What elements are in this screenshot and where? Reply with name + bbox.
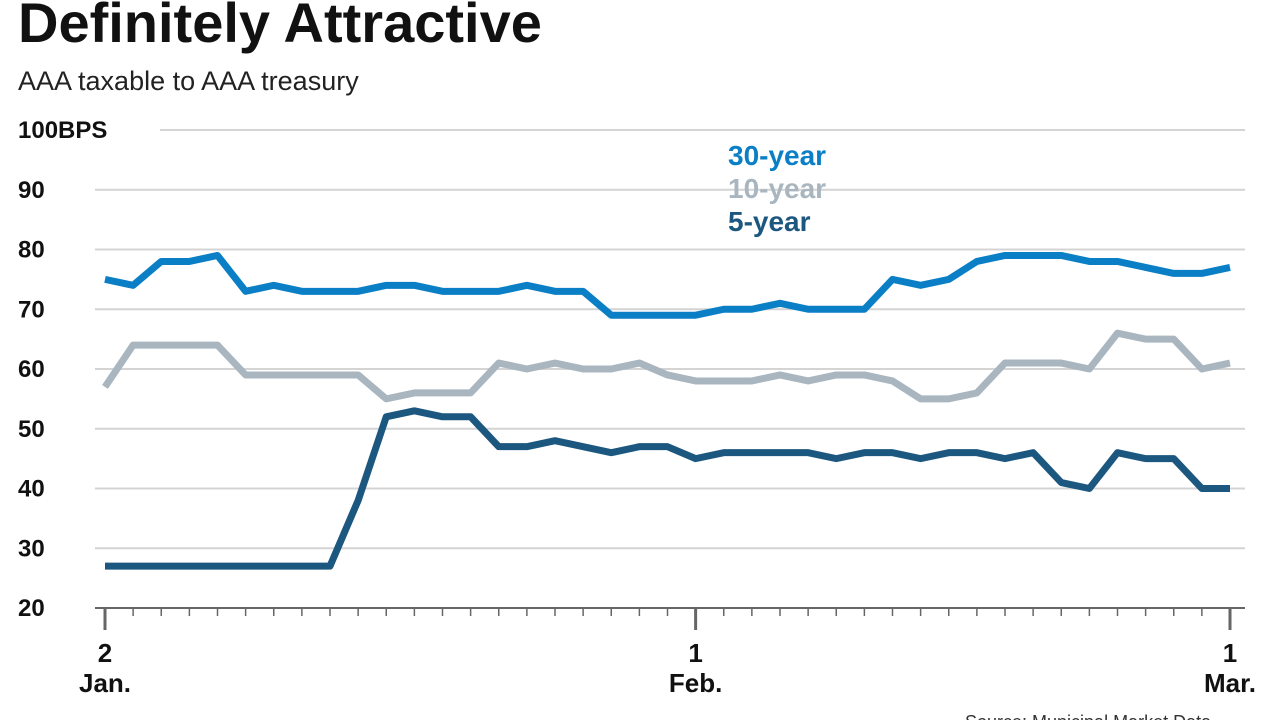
y-tick-label: 20 xyxy=(18,595,45,622)
series-line xyxy=(105,407,1230,570)
y-tick-label: 50 xyxy=(18,416,45,443)
x-tick-label: 1 Feb. xyxy=(668,638,723,698)
y-tick-label: 30 xyxy=(18,535,45,562)
legend-label: 5-year xyxy=(728,206,811,237)
series-line xyxy=(104,251,1231,319)
legend-label: 30-year xyxy=(728,140,826,171)
chart-title: Definitely Attractive xyxy=(18,0,542,54)
y-tick-label: 100BPS xyxy=(18,117,107,144)
legend-label: 10-year xyxy=(728,173,826,204)
x-tick-label: 2 Jan. xyxy=(78,638,132,698)
x-tick-label: 1 Mar. xyxy=(1203,638,1257,698)
y-tick-label: 80 xyxy=(18,237,45,264)
y-tick-label: 70 xyxy=(18,296,45,323)
y-tick-label: 60 xyxy=(18,356,45,383)
chart-subtitle: AAA taxable to AAA treasury xyxy=(18,66,359,96)
series-line xyxy=(102,329,1231,403)
y-tick-label: 40 xyxy=(18,476,45,503)
source: Source: Municipal Market Data xyxy=(965,712,1212,720)
y-tick-label: 90 xyxy=(18,177,45,204)
